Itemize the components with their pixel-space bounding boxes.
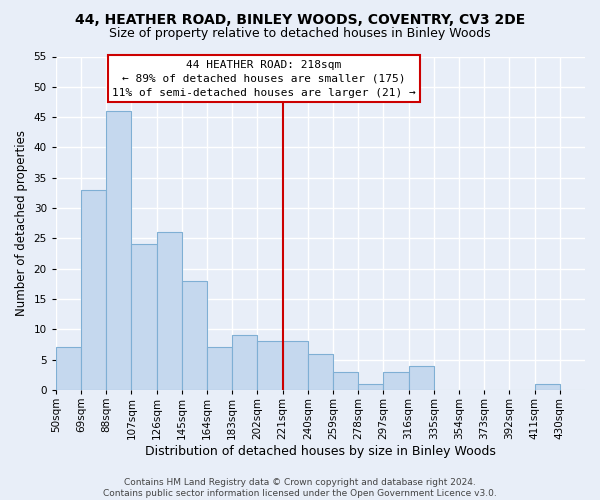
Bar: [207, 348, 232, 390]
Text: 44 HEATHER ROAD: 218sqm
← 89% of detached houses are smaller (175)
11% of semi-d: 44 HEATHER ROAD: 218sqm ← 89% of detache…: [112, 60, 416, 98]
Bar: [409, 366, 434, 390]
Bar: [257, 342, 283, 390]
Bar: [81, 190, 106, 390]
Bar: [283, 342, 308, 390]
Bar: [232, 336, 257, 390]
Text: Size of property relative to detached houses in Binley Woods: Size of property relative to detached ho…: [109, 28, 491, 40]
Bar: [535, 384, 560, 390]
Bar: [106, 111, 131, 390]
Bar: [358, 384, 383, 390]
Y-axis label: Number of detached properties: Number of detached properties: [15, 130, 28, 316]
Bar: [157, 232, 182, 390]
Text: Contains HM Land Registry data © Crown copyright and database right 2024.
Contai: Contains HM Land Registry data © Crown c…: [103, 478, 497, 498]
X-axis label: Distribution of detached houses by size in Binley Woods: Distribution of detached houses by size …: [145, 444, 496, 458]
Bar: [333, 372, 358, 390]
Bar: [56, 348, 81, 390]
Bar: [308, 354, 333, 390]
Bar: [383, 372, 409, 390]
Text: 44, HEATHER ROAD, BINLEY WOODS, COVENTRY, CV3 2DE: 44, HEATHER ROAD, BINLEY WOODS, COVENTRY…: [75, 12, 525, 26]
Bar: [182, 281, 207, 390]
Bar: [131, 244, 157, 390]
